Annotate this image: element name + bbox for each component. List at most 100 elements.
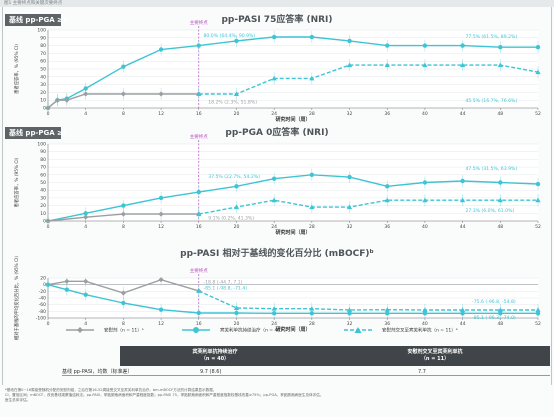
chart-1-series-continuous-point bbox=[385, 43, 390, 48]
chart-1-primary-endpoint-label: 主要终点 bbox=[190, 19, 208, 26]
chart-1-x-tick-label: 32 bbox=[347, 111, 353, 117]
chart-2-series-crossover-point bbox=[422, 197, 428, 203]
legend-placebo-label: 安慰剂（n = 11）ᵃ bbox=[104, 328, 144, 334]
figure-header-title: 图1 主要终点和关键次要终点 bbox=[4, 1, 63, 6]
chart-1-data-label: 18.2% (2.3%, 51.8%) bbox=[208, 99, 257, 105]
chart-2-series-crossover-point bbox=[460, 197, 466, 203]
chart-2-y-tick-label: 90 bbox=[40, 149, 46, 155]
chart-2-x-tick-label: 52 bbox=[535, 224, 541, 230]
chart-1-series-continuous-point bbox=[460, 43, 465, 48]
chart-1-series-placebo-point bbox=[120, 91, 126, 97]
chart-2-y-tick-label: 70 bbox=[40, 165, 46, 171]
chart-1-x-tick-label: 52 bbox=[535, 111, 541, 117]
chart-2-series-continuous-point bbox=[535, 181, 541, 187]
chart-1-series-continuous-line bbox=[47, 36, 538, 109]
chart-2-data-label: 9.1% (0.2%, 41.3%) bbox=[208, 215, 254, 221]
chart-2-series-crossover-point bbox=[309, 204, 315, 210]
chart-1-x-tick-label: 40 bbox=[422, 111, 428, 117]
chart-1-series-crossover-point bbox=[497, 62, 503, 68]
chart-3-series-continuous-point bbox=[64, 287, 70, 292]
chart-2-x-axis-label: 研究时间（周） bbox=[275, 229, 310, 236]
legend-crossover-swatch bbox=[344, 327, 372, 333]
chart-2-series-crossover-point bbox=[535, 197, 541, 203]
chart-3-primary-endpoint-label: 主要终点 bbox=[190, 267, 208, 274]
chart-1-series-continuous-point bbox=[158, 47, 164, 52]
chart-1-x-tick-label: 28 bbox=[309, 111, 315, 117]
chart-1-x-tick-label: 48 bbox=[497, 111, 503, 117]
chart-1-series-crossover-point bbox=[309, 75, 315, 81]
chart-1-data-label: 77.5% (61.5%, 89.2%) bbox=[465, 34, 517, 40]
chart-1-series-continuous-point bbox=[309, 34, 315, 40]
chart-1-x-axis-label: 研究时间（周） bbox=[275, 116, 310, 123]
chart-2-data-label: 37.5% (22.7%, 54.2%) bbox=[208, 174, 260, 180]
table-header-col1-line2: （n = 40） bbox=[200, 356, 230, 362]
footnote-line-3: 医生总体评估。 bbox=[5, 398, 31, 402]
chart-1-series-continuous-point bbox=[121, 64, 126, 69]
chart-2-series-continuous-point bbox=[234, 184, 239, 189]
panel-2-title: pp-PGA 0应答率 (NRI) bbox=[225, 128, 329, 138]
chart-3-data-label: -85.1 (-98.8, -71.4) bbox=[203, 285, 247, 291]
chart-2-series-crossover-point bbox=[271, 197, 277, 203]
legend-placebo-swatch bbox=[66, 327, 94, 333]
chart-1-series-crossover-point bbox=[271, 75, 277, 81]
chart-2-x-tick-label: 32 bbox=[347, 224, 353, 230]
chart-1-x-tick-label: 20 bbox=[234, 111, 240, 117]
chart-1-x-tick-label: 4 bbox=[84, 111, 87, 117]
chart-1-y-tick-label: 40 bbox=[40, 74, 46, 80]
chart-2-series-crossover-point bbox=[346, 204, 353, 210]
chart-1-data-label: 80.0% (64.4%, 90.9%) bbox=[203, 33, 255, 39]
chart-1-series-continuous-point bbox=[196, 43, 201, 48]
legend-crossover-label: 安慰剂交叉至宾芙利单抗（n = 11）ᵃ bbox=[382, 328, 458, 334]
table-header-col2: 安慰剂交叉至宾芙利单抗 （n = 11） bbox=[320, 346, 550, 366]
chart-1-data-label: 45.5% (16.7%, 76.6%) bbox=[465, 98, 517, 104]
chart-2-x-tick-label: 24 bbox=[271, 224, 277, 230]
chart-3-x-tick-label: 36 bbox=[384, 321, 390, 327]
chart-1-x-tick-label: 24 bbox=[271, 111, 277, 117]
chart-2-x-tick-label: 16 bbox=[196, 224, 202, 230]
chart-3-x-tick-label: 16 bbox=[196, 321, 202, 327]
chart-3-series-placebo-line bbox=[47, 278, 199, 294]
table-header-col2-line1: 安慰剂交叉至宾芙利单抗 bbox=[407, 349, 463, 355]
panel-1-label: 基线 pp-PGA ≥1 bbox=[5, 14, 68, 26]
chart-1-series-placebo-point bbox=[54, 97, 61, 103]
chart-1-x-tick-label: 44 bbox=[460, 111, 466, 117]
chart-3-series-crossover-point bbox=[384, 307, 390, 312]
chart-3-data-label: -75.6 (-96.8, -54.8) bbox=[472, 299, 516, 305]
frame-left bbox=[2, 7, 3, 385]
chart-3-x-tick-label: 28 bbox=[309, 321, 315, 327]
chart-2-x-tick-label: 48 bbox=[497, 224, 503, 230]
chart-2-series-placebo-point bbox=[120, 211, 126, 217]
chart-2-series-crossover-point bbox=[497, 197, 503, 203]
chart-2-x-tick-label: 8 bbox=[122, 224, 125, 230]
footnote: *基线在第0~16周接受随机分配的安慰剂组，之后在第16-52周接受交叉至宾芙利… bbox=[5, 388, 550, 403]
chart-3-x-tick-label: 20 bbox=[234, 321, 240, 327]
chart-3-y-tick-label: 0 bbox=[43, 282, 46, 288]
chart-2-series-continuous-point bbox=[422, 180, 428, 185]
chart-1-y-tick-label: 100 bbox=[37, 28, 46, 34]
chart-2-series-crossover-point bbox=[233, 204, 240, 210]
chart-1-y-tick-label: 50 bbox=[40, 67, 46, 73]
chart-2-y-tick-label: 80 bbox=[40, 157, 46, 163]
chart-3-y-tick-label: -40 bbox=[39, 296, 46, 302]
chart-1-x-tick-label: 12 bbox=[158, 111, 164, 117]
chart-1-series-crossover-point bbox=[535, 69, 541, 75]
legend: 安慰剂（n = 11）ᵃ 宾芙利单抗持续治疗（n = 40） 安慰剂交叉至宾芙利… bbox=[60, 326, 540, 340]
panel-3-title: pp-PASI 相对于基线的变化百分比 (mBOCF)ᵇ bbox=[180, 249, 374, 259]
chart-2-primary-endpoint-label: 主要终点 bbox=[190, 133, 208, 140]
chart-2-y-tick-label: 10 bbox=[40, 211, 46, 217]
chart-3-y-tick-label: 20 bbox=[40, 276, 46, 282]
chart-1-y-axis-label: 患者应答率，% (95% CI) bbox=[13, 44, 20, 94]
chart-3-y-tick-label: -60 bbox=[39, 302, 46, 308]
chart-2-series-continuous-point bbox=[385, 184, 390, 189]
chart-1-y-tick-label: 10 bbox=[40, 98, 46, 104]
legend-continuous-label: 宾芙利单抗持续治疗（n = 40） bbox=[220, 328, 285, 334]
chart-2-series-continuous-point bbox=[158, 195, 164, 201]
chart-3-series-crossover-point bbox=[196, 288, 202, 293]
table-row-value1: 9.7 (8.6) bbox=[200, 369, 222, 375]
chart-1-series-crossover-point bbox=[384, 62, 390, 68]
legend-placebo: 安慰剂（n = 11）ᵃ bbox=[64, 326, 143, 334]
chart-1-series-placebo-point bbox=[45, 105, 51, 111]
chart-1-series-continuous-point bbox=[271, 34, 277, 40]
chart-2-y-axis-label: 患者应答率，% (95% CI) bbox=[13, 157, 20, 207]
